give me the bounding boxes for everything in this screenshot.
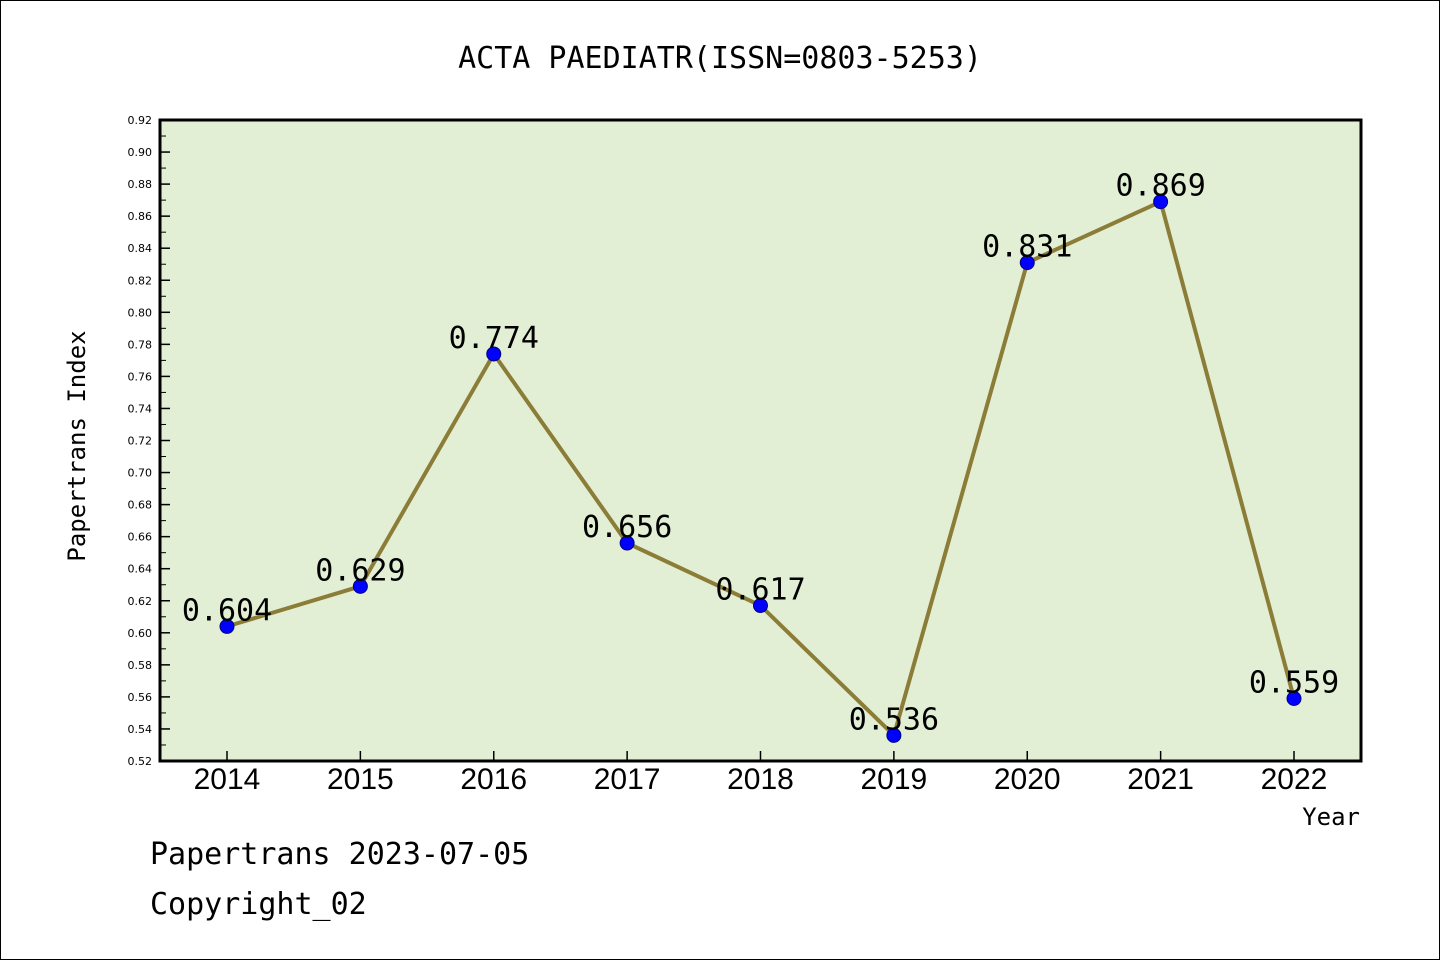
y-tick-label: 0.52 xyxy=(128,755,153,768)
y-tick-label: 0.92 xyxy=(128,114,153,127)
data-point-2017 xyxy=(619,535,635,551)
y-tick-label: 0.54 xyxy=(128,723,153,736)
y-tick-label: 0.68 xyxy=(128,499,153,512)
chart-title: ACTA PAEDIATR(ISSN=0803-5253) xyxy=(458,41,982,76)
footer-copyright: Copyright_02 xyxy=(150,887,367,922)
data-label-2017: 0.656 xyxy=(582,510,672,545)
y-tick-label: 0.88 xyxy=(128,178,153,191)
y-tick-label: 0.82 xyxy=(128,274,153,287)
y-tick-label: 0.80 xyxy=(128,306,153,319)
data-label-2014: 0.604 xyxy=(182,593,272,628)
x-tick-label: 2019 xyxy=(861,763,928,796)
data-label-2020: 0.831 xyxy=(982,230,1072,265)
y-axis: 0.52 0.54 0.56 0.58 0.60 0.62 0.64 0.66 0.68 0.70… xyxy=(128,114,170,768)
x-tick-label: 2021 xyxy=(1127,763,1194,796)
x-tick-label: 2018 xyxy=(727,763,794,796)
x-tick-label: 2015 xyxy=(327,763,394,796)
data-label-2021: 0.869 xyxy=(1115,169,1205,204)
y-tick-label: 0.86 xyxy=(128,210,153,223)
data-point-2016 xyxy=(486,346,502,362)
y-tick-label: 0.58 xyxy=(128,659,153,672)
y-tick-label: 0.72 xyxy=(128,435,153,448)
data-labels-group: 0.604 0.629 0.774 0.656 0.617 0.536 0.831 0.869… xyxy=(182,169,1339,738)
y-tick-label: 0.64 xyxy=(128,563,153,576)
series-markers-group xyxy=(219,194,1302,743)
y-tick-label: 0.66 xyxy=(128,531,153,544)
data-point-2015 xyxy=(352,578,368,594)
y-tick-label: 0.76 xyxy=(128,370,153,383)
x-axis: 2014 2015 2016 2017 2018 2019 2020 2021 2022 xyxy=(194,751,1328,796)
y-tick-label: 0.70 xyxy=(128,467,153,480)
data-point-2020 xyxy=(1019,255,1035,271)
x-tick-label: 2017 xyxy=(594,763,661,796)
y-tick-label: 0.84 xyxy=(128,242,153,255)
data-point-2022 xyxy=(1286,691,1302,707)
x-tick-label: 2014 xyxy=(194,763,261,796)
y-tick-label: 0.56 xyxy=(128,691,153,704)
y-tick-label: 0.60 xyxy=(128,627,153,640)
y-tick-label: 0.62 xyxy=(128,595,153,608)
data-point-2018 xyxy=(753,598,768,614)
y-tick-label: 0.78 xyxy=(128,338,153,351)
y-tick-label: 0.90 xyxy=(128,146,153,159)
data-label-2018: 0.617 xyxy=(715,573,805,608)
data-label-2022: 0.559 xyxy=(1249,666,1339,701)
data-label-2019: 0.536 xyxy=(849,702,939,737)
x-tick-label: 2022 xyxy=(1261,763,1328,796)
data-point-2014 xyxy=(219,618,235,634)
y-tick-label: 0.74 xyxy=(128,402,153,415)
plot-area xyxy=(158,118,1363,763)
x-tick-label: 2016 xyxy=(460,763,527,796)
x-tick-label: 2020 xyxy=(994,763,1061,796)
footer-credit: Papertrans 2023-07-05 xyxy=(150,837,529,872)
data-label-2015: 0.629 xyxy=(315,553,405,588)
y-axis-label: Papertrans Index xyxy=(63,330,91,561)
data-point-2021 xyxy=(1153,194,1169,210)
x-axis-label: Year xyxy=(1302,803,1360,831)
data-point-2019 xyxy=(886,727,902,743)
data-label-2016: 0.774 xyxy=(449,321,539,356)
